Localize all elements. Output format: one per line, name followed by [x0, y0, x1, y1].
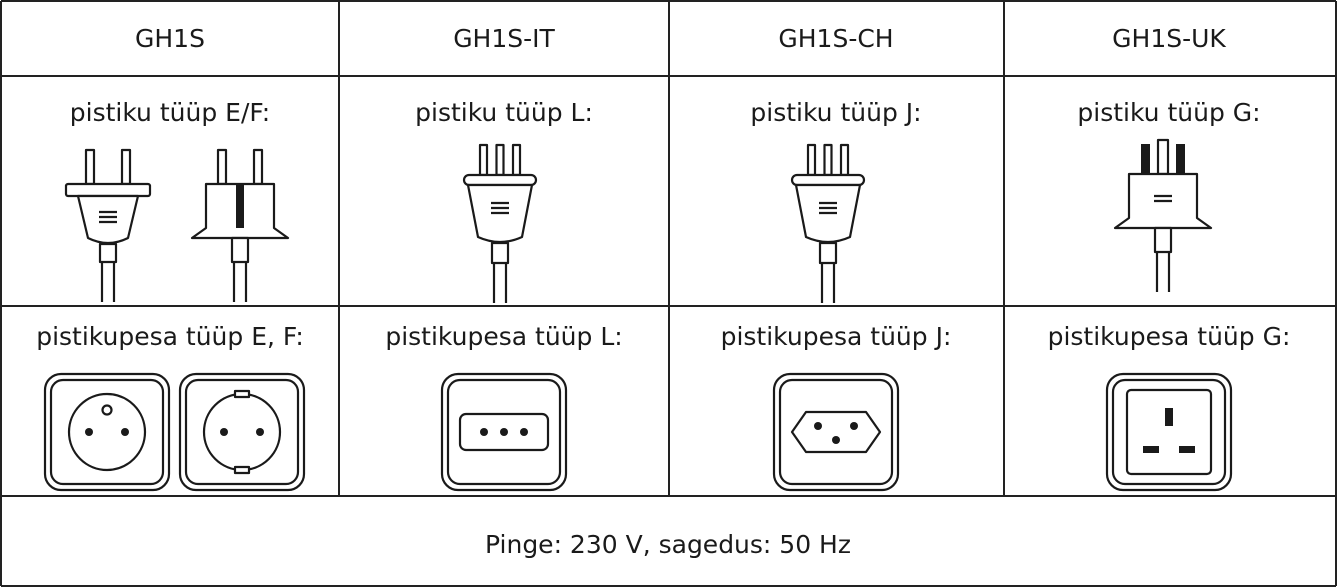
socket-icons [43, 372, 1233, 492]
header-cell: GH1S [135, 24, 205, 53]
socket-label: pistikupesa tüüp J: [721, 322, 952, 351]
plug-label: pistiku tüüp G: [1077, 98, 1260, 127]
header-cell: GH1S-IT [453, 24, 555, 53]
plug-label: pistiku tüüp L: [415, 98, 593, 127]
footer: Pinge: 230 V, sagedus: 50 Hz [485, 530, 851, 559]
plug-icons [64, 138, 1213, 305]
plug-label: pistiku tüüp J: [750, 98, 921, 127]
header-cell: GH1S-UK [1112, 24, 1226, 53]
socket-label: pistikupesa tüüp L: [385, 322, 622, 351]
socket-label: pistikupesa tüüp G: [1048, 322, 1291, 351]
header-cell: GH1S-CH [778, 24, 893, 53]
plug-label: pistiku tüüp E/F: [70, 98, 270, 127]
socket-label: pistikupesa tüüp E, F: [36, 322, 304, 351]
